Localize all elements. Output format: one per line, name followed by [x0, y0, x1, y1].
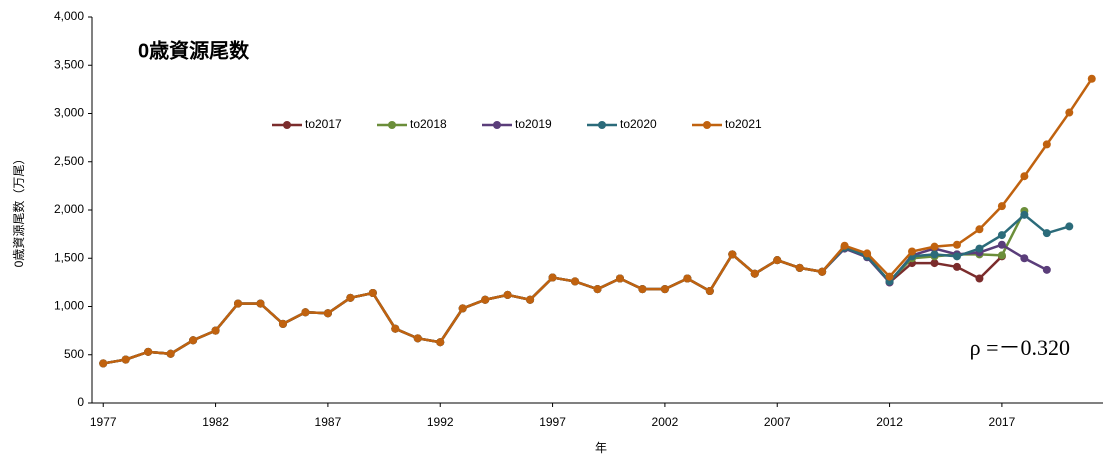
y-tick-label: 1,500	[54, 250, 84, 264]
data-point	[660, 285, 669, 294]
data-point	[211, 326, 220, 335]
legend-marker	[493, 121, 501, 129]
x-tick-label: 2002	[652, 415, 679, 429]
data-point	[593, 285, 602, 294]
data-point	[930, 259, 939, 268]
data-point	[571, 277, 580, 286]
y-tick-label: 2,000	[54, 202, 84, 216]
y-tick-label: 3,000	[54, 106, 84, 120]
legend-marker	[388, 121, 396, 129]
data-point	[997, 231, 1006, 240]
data-point	[773, 256, 782, 265]
data-point	[795, 263, 804, 272]
data-point	[526, 295, 535, 304]
data-point	[121, 355, 130, 364]
data-point	[840, 241, 849, 250]
y-tick-label: 4,000	[54, 9, 84, 23]
legend-label: to2019	[515, 117, 552, 131]
series-line	[103, 213, 1070, 365]
data-point	[189, 336, 198, 345]
data-point	[323, 309, 332, 318]
data-point	[997, 251, 1006, 260]
legend-label: to2021	[725, 117, 762, 131]
data-point	[975, 274, 984, 283]
y-tick-label: 2,500	[54, 154, 84, 168]
data-point	[1065, 108, 1074, 117]
data-point	[615, 274, 624, 283]
legend-marker	[598, 121, 606, 129]
data-point	[750, 269, 759, 278]
data-point	[368, 288, 377, 297]
data-point	[1065, 222, 1074, 231]
data-point	[256, 299, 265, 308]
y-tick-label: 500	[64, 347, 84, 361]
data-point	[278, 319, 287, 328]
data-point	[503, 290, 512, 299]
y-tick-label: 0	[77, 395, 84, 409]
data-point	[975, 225, 984, 234]
data-point	[952, 262, 961, 271]
data-point	[952, 252, 961, 261]
data-point	[683, 274, 692, 283]
data-point	[144, 347, 153, 356]
data-point	[548, 273, 557, 282]
x-tick-label: 2007	[764, 415, 791, 429]
data-point	[863, 249, 872, 258]
data-point	[234, 299, 243, 308]
x-tick-label: 1982	[202, 415, 229, 429]
series-line	[103, 210, 1026, 365]
x-tick-label: 1977	[90, 415, 117, 429]
data-point	[975, 244, 984, 253]
data-point	[391, 324, 400, 333]
data-point	[818, 267, 827, 276]
chart-title: 0歳資源尾数	[138, 38, 250, 62]
data-point	[301, 308, 310, 317]
data-point	[997, 202, 1006, 211]
data-point	[1020, 172, 1029, 181]
x-axis-label: 年	[595, 441, 607, 455]
data-point	[930, 242, 939, 251]
legend-label: to2020	[620, 117, 657, 131]
y-tick-label: 3,500	[54, 57, 84, 71]
data-point	[1087, 74, 1096, 83]
x-tick-label: 2012	[876, 415, 903, 429]
data-point	[952, 240, 961, 249]
data-point	[1042, 140, 1051, 149]
y-tick-label: 1,000	[54, 299, 84, 313]
legend-marker	[703, 121, 711, 129]
data-point	[638, 285, 647, 294]
data-point	[481, 295, 490, 304]
data-point	[997, 240, 1006, 249]
data-point	[728, 250, 737, 259]
data-point	[166, 349, 175, 358]
x-tick-label: 1992	[427, 415, 454, 429]
x-tick-label: 1997	[539, 415, 566, 429]
x-tick-label: 1987	[315, 415, 342, 429]
data-point	[413, 334, 422, 343]
data-point	[436, 338, 445, 347]
data-point	[346, 293, 355, 302]
data-point	[908, 247, 917, 256]
data-point	[99, 359, 108, 368]
data-point	[705, 287, 714, 296]
data-point	[1042, 229, 1051, 238]
data-point	[458, 304, 467, 313]
legend-marker	[283, 121, 291, 129]
legend-label: to2018	[410, 117, 447, 131]
data-point	[885, 272, 894, 281]
data-point	[1020, 210, 1029, 219]
series-line	[103, 78, 1093, 365]
legend-label: to2017	[305, 117, 342, 131]
data-point	[1020, 254, 1029, 263]
data-point	[930, 250, 939, 259]
annotation: ρ =－0.320	[970, 335, 1070, 360]
x-tick-label: 2017	[989, 415, 1016, 429]
data-point	[1042, 265, 1051, 274]
y-axis-label: 0歳資源尾数（万尾）	[11, 153, 26, 268]
